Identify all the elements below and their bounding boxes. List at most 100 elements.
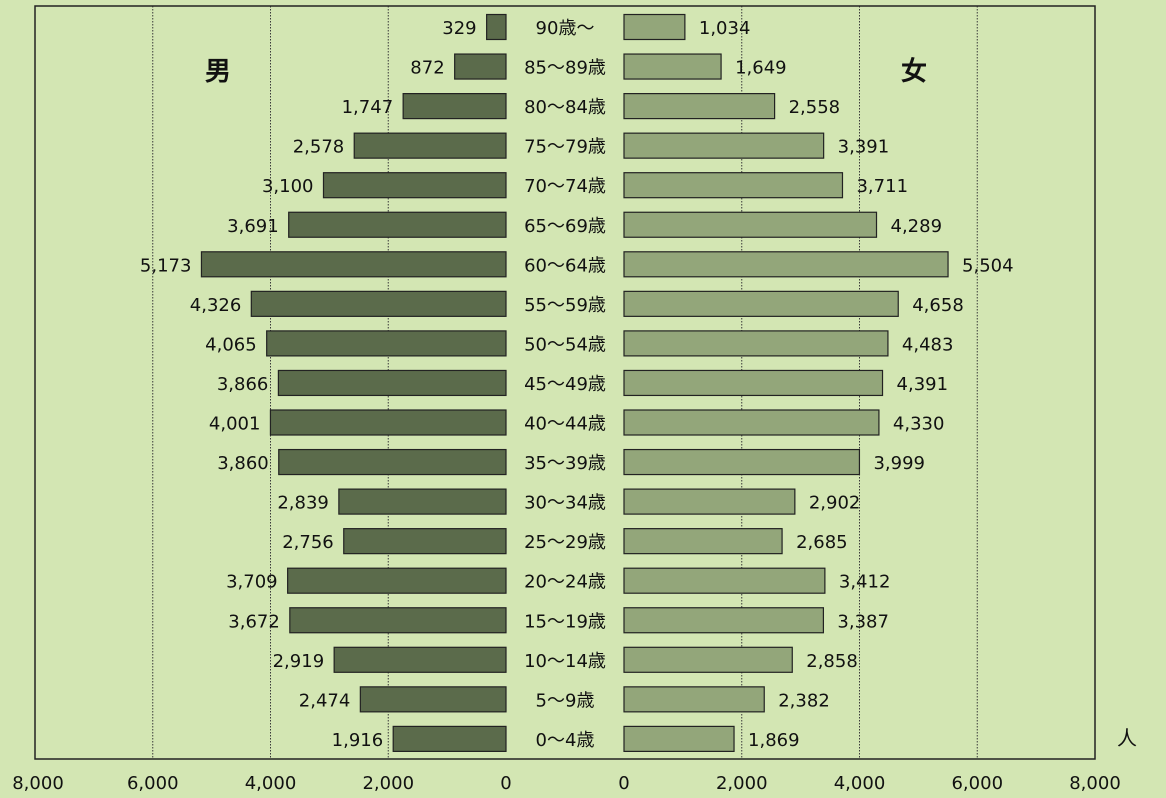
- male-bar: [322, 172, 507, 199]
- male-bar: [343, 528, 507, 555]
- x-tick-label-left: 0: [500, 773, 511, 794]
- female-bar: [623, 92, 776, 120]
- male-value-label: 5,173: [140, 255, 192, 276]
- x-tick-labels: 0 0 2,000 2,000 4,000 4,000 6,000 6,000 8,000 8,0…: [12, 773, 1121, 794]
- x-tick-label-right: 4,000: [834, 773, 886, 794]
- female-bar: [623, 448, 861, 476]
- female-value-label: 5,504: [962, 255, 1014, 276]
- male-value-label: 3,709: [226, 572, 278, 593]
- male-bar: [278, 448, 507, 476]
- female-bar: [623, 211, 878, 238]
- female-value-label: 3,999: [873, 453, 925, 474]
- x-tick-label-right: 0: [618, 773, 629, 794]
- male-bar: [277, 369, 507, 397]
- female-bar: [623, 369, 884, 397]
- female-series-title: 女: [901, 56, 927, 87]
- male-series-title: 男: [205, 57, 231, 87]
- male-bar: [338, 488, 507, 515]
- male-value-label: 3,691: [227, 216, 279, 237]
- female-value-label: 4,483: [902, 334, 954, 355]
- male-value-label: 2,756: [282, 532, 334, 553]
- male-bar: [200, 251, 507, 278]
- male-bar: [269, 409, 507, 436]
- age-group-label: 45～49歳: [524, 374, 606, 395]
- male-bar: [402, 92, 507, 120]
- male-value-label: 3,866: [217, 374, 269, 395]
- female-value-label: 2,382: [778, 690, 830, 711]
- male-bar: [289, 607, 507, 634]
- age-group-label: 0～4歳: [536, 730, 595, 751]
- male-bar: [353, 132, 507, 159]
- age-group-label: 35～39歳: [524, 453, 606, 474]
- value-labels: 329 1,034 872 1,649 1,747 2,558 2,578 3,391 3,10…: [140, 18, 1014, 751]
- male-bar: [288, 211, 507, 238]
- female-bar: [623, 725, 735, 753]
- bars: [200, 13, 949, 753]
- female-bar: [623, 172, 844, 199]
- female-value-label: 4,658: [912, 295, 964, 316]
- age-group-label: 25～29歳: [524, 532, 606, 553]
- age-group-label: 80～84歳: [524, 97, 606, 118]
- male-bar: [287, 567, 507, 594]
- female-value-label: 4,289: [891, 216, 943, 237]
- x-tick-label-left: 4,000: [245, 773, 297, 794]
- female-value-label: 1,649: [735, 58, 787, 79]
- female-bar: [623, 409, 880, 436]
- unit-label: 人: [1117, 726, 1137, 750]
- female-bar: [623, 290, 899, 317]
- female-value-label: 2,558: [789, 97, 841, 118]
- x-tick-label-right: 6,000: [951, 773, 1003, 794]
- female-bar: [623, 251, 949, 278]
- female-value-label: 3,412: [839, 572, 891, 593]
- male-value-label: 4,065: [205, 334, 257, 355]
- female-value-label: 4,330: [893, 414, 945, 435]
- x-tick-label-right: 8,000: [1069, 773, 1121, 794]
- male-bar: [333, 646, 507, 673]
- age-group-label: 40～44歳: [524, 414, 606, 435]
- male-value-label: 4,001: [209, 414, 261, 435]
- plot-frame: [34, 5, 1096, 760]
- age-group-label: 85～89歳: [524, 58, 606, 79]
- female-bar: [623, 488, 796, 515]
- female-bar: [623, 646, 793, 673]
- age-group-labels: 90歳～ 85～89歳 80～84歳 75～79歳 70～74歳 65～69歳 60～64歳…: [524, 18, 606, 751]
- age-group-label: 70～74歳: [524, 176, 606, 197]
- female-bar: [623, 686, 765, 713]
- male-value-label: 2,919: [273, 651, 325, 672]
- x-tick-label-left: 6,000: [127, 773, 179, 794]
- x-tick-label-left: 2,000: [362, 773, 414, 794]
- age-group-label: 10～14歳: [524, 651, 606, 672]
- female-value-label: 4,391: [897, 374, 949, 395]
- male-value-label: 2,474: [299, 690, 351, 711]
- male-bar: [359, 686, 507, 713]
- male-bar: [454, 53, 507, 80]
- female-bar: [623, 132, 825, 159]
- female-bar: [623, 528, 783, 555]
- male-bar: [250, 290, 507, 317]
- female-value-label: 2,685: [796, 532, 848, 553]
- male-value-label: 2,578: [293, 137, 345, 158]
- age-group-label: 50～54歳: [524, 334, 606, 355]
- age-group-label: 65～69歳: [524, 216, 606, 237]
- female-bar: [623, 53, 722, 80]
- female-bar: [623, 330, 889, 357]
- x-tick-label-right: 2,000: [716, 773, 768, 794]
- female-value-label: 1,034: [699, 18, 751, 39]
- age-group-label: 20～24歳: [524, 572, 606, 593]
- male-value-label: 329: [442, 18, 476, 39]
- male-value-label: 4,326: [190, 295, 242, 316]
- male-value-label: 1,747: [342, 97, 394, 118]
- male-value-label: 2,839: [277, 493, 329, 514]
- female-value-label: 2,858: [806, 651, 858, 672]
- female-bar: [623, 607, 825, 634]
- age-group-label: 15～19歳: [524, 611, 606, 632]
- male-value-label: 872: [410, 58, 444, 79]
- male-value-label: 3,860: [217, 453, 269, 474]
- male-bar: [486, 13, 507, 41]
- age-group-label: 60～64歳: [524, 255, 606, 276]
- female-bar: [623, 567, 826, 594]
- female-value-label: 2,902: [809, 493, 861, 514]
- female-value-label: 3,387: [837, 611, 889, 632]
- male-value-label: 3,100: [262, 176, 314, 197]
- female-value-label: 3,711: [856, 176, 908, 197]
